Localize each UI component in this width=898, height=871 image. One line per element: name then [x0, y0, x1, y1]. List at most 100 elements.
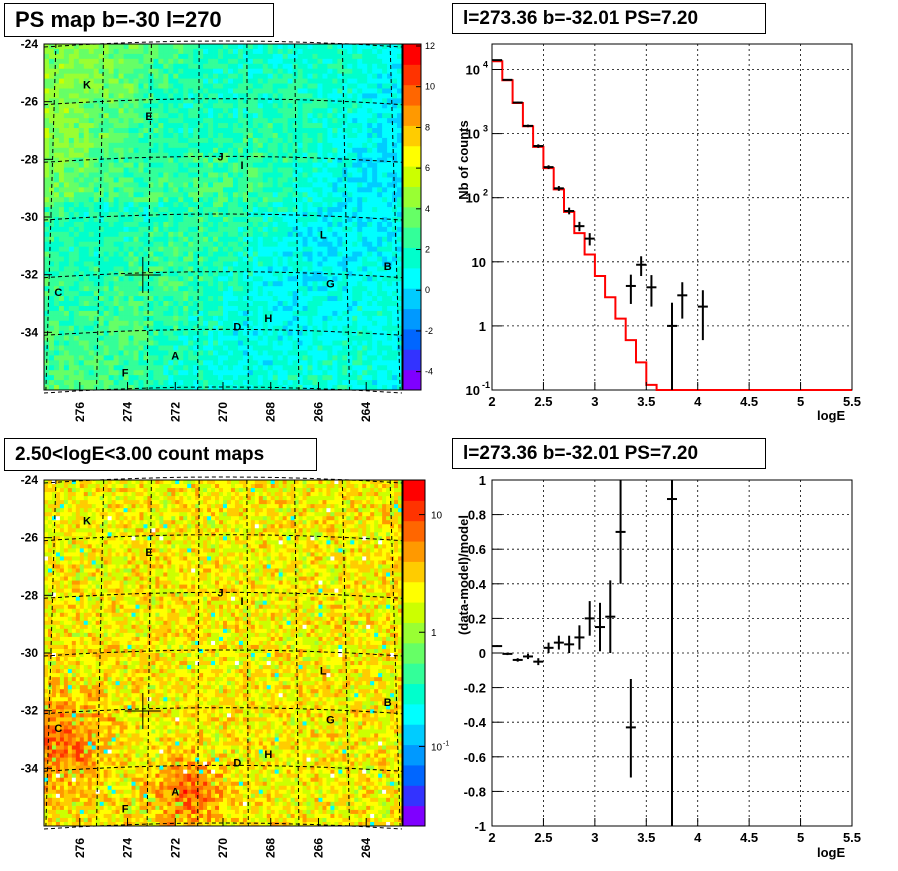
heatmap-cell	[357, 217, 363, 223]
heatmap-cell	[352, 231, 358, 238]
heatmap-cell	[153, 380, 159, 386]
heatmap-cell	[178, 320, 184, 327]
heatmap-cell	[98, 182, 105, 188]
heatmap-cell	[103, 380, 110, 386]
heatmap-cell	[193, 93, 199, 99]
heatmap-cell	[98, 276, 105, 282]
heatmap-cell	[78, 355, 85, 361]
heatmap-cell	[352, 182, 358, 188]
heatmap-cell	[88, 380, 95, 386]
heatmap-cell	[312, 221, 318, 228]
heatmap-cell	[377, 78, 383, 84]
heatmap-cell	[63, 48, 70, 55]
heatmap-cell	[287, 291, 294, 297]
heatmap-cell	[173, 296, 179, 302]
heatmap-cell	[337, 207, 343, 213]
heatmap-cell	[317, 375, 323, 381]
heatmap-cell	[322, 241, 328, 248]
heatmap-cell	[267, 172, 274, 178]
heatmap-cell	[372, 320, 378, 327]
heatmap-cell	[93, 63, 100, 70]
heatmap-cell	[183, 370, 189, 376]
heatmap-cell	[58, 340, 65, 346]
heatmap-cell	[312, 212, 318, 218]
heatmap-cell	[68, 365, 75, 371]
heatmap-cell	[302, 123, 308, 129]
heatmap-cell	[88, 365, 95, 371]
heatmap-cell	[312, 108, 318, 114]
heatmap-cell	[392, 132, 398, 139]
heatmap-cell	[277, 137, 284, 144]
heatmap-cell	[63, 256, 70, 262]
heatmap-cell	[138, 226, 144, 233]
heatmap-cell	[247, 137, 254, 144]
heatmap-cell	[153, 231, 159, 238]
heatmap-cell	[148, 226, 154, 233]
heatmap-cell	[232, 251, 239, 257]
heatmap-cell	[113, 197, 119, 203]
heatmap-cell	[138, 118, 144, 124]
heatmap-cell	[198, 296, 204, 302]
heatmap-cell	[178, 58, 184, 65]
heatmap-cell	[352, 58, 358, 65]
heatmap-cell	[252, 73, 259, 79]
heatmap-cell	[292, 320, 298, 327]
heatmap-cell	[158, 167, 164, 173]
heatmap-cell	[392, 98, 398, 104]
heatmap-cell	[287, 217, 294, 223]
heatmap-cell	[362, 266, 368, 272]
heatmap-cell	[342, 207, 348, 213]
heatmap-cell	[173, 113, 179, 119]
heatmap-cell	[168, 207, 174, 213]
heatmap-cell	[382, 310, 388, 317]
heatmap-cell	[218, 271, 224, 277]
heatmap-cell	[327, 167, 333, 173]
heatmap-cell	[128, 261, 134, 267]
heatmap-cell	[292, 212, 298, 218]
heatmap-cell	[193, 118, 199, 124]
heatmap-cell	[158, 73, 164, 79]
heatmap-cell	[183, 207, 189, 213]
heatmap-cell	[282, 93, 289, 99]
heatmap-cell	[48, 202, 55, 208]
heatmap-cell	[193, 167, 199, 173]
heatmap-cell	[332, 221, 338, 228]
heatmap-cell	[357, 207, 363, 213]
heatmap-cell	[178, 197, 184, 203]
heatmap-cell	[322, 231, 328, 238]
heatmap-cell	[88, 335, 95, 341]
heatmap-cell	[113, 162, 119, 168]
heatmap-cell	[352, 113, 358, 119]
heatmap-cell	[317, 93, 323, 99]
heatmap-cell	[362, 118, 368, 124]
heatmap-cell	[188, 335, 194, 341]
heatmap-cell	[357, 320, 363, 327]
heatmap-cell	[377, 157, 383, 164]
heatmap-cell	[282, 286, 289, 292]
heatmap-cell	[387, 108, 393, 114]
heatmap-cell	[133, 167, 139, 173]
heatmap-cell	[168, 320, 174, 327]
heatmap-cell	[262, 271, 269, 277]
heatmap-cell	[208, 221, 214, 228]
heatmap-cell	[83, 310, 90, 317]
heatmap-cell	[267, 73, 274, 79]
heatmap-cell	[257, 147, 264, 154]
heatmap-cell	[48, 221, 55, 228]
heatmap-cell	[98, 236, 105, 243]
heatmap-cell	[367, 212, 373, 218]
heatmap-cell	[88, 103, 95, 109]
heatmap-cell	[307, 78, 313, 84]
heatmap-cell	[93, 157, 100, 164]
heatmap-cell	[242, 197, 249, 203]
heatmap-cell	[103, 142, 110, 149]
heatmap-cell	[178, 68, 184, 75]
heatmap-cell	[317, 345, 323, 351]
heatmap-cell	[397, 251, 403, 257]
heatmap-cell	[317, 226, 323, 233]
heatmap-cell	[237, 350, 244, 356]
heatmap-cell	[188, 157, 194, 164]
heatmap-cell	[262, 335, 269, 341]
heatmap-cell	[297, 286, 303, 292]
heatmap-cell	[53, 123, 60, 129]
